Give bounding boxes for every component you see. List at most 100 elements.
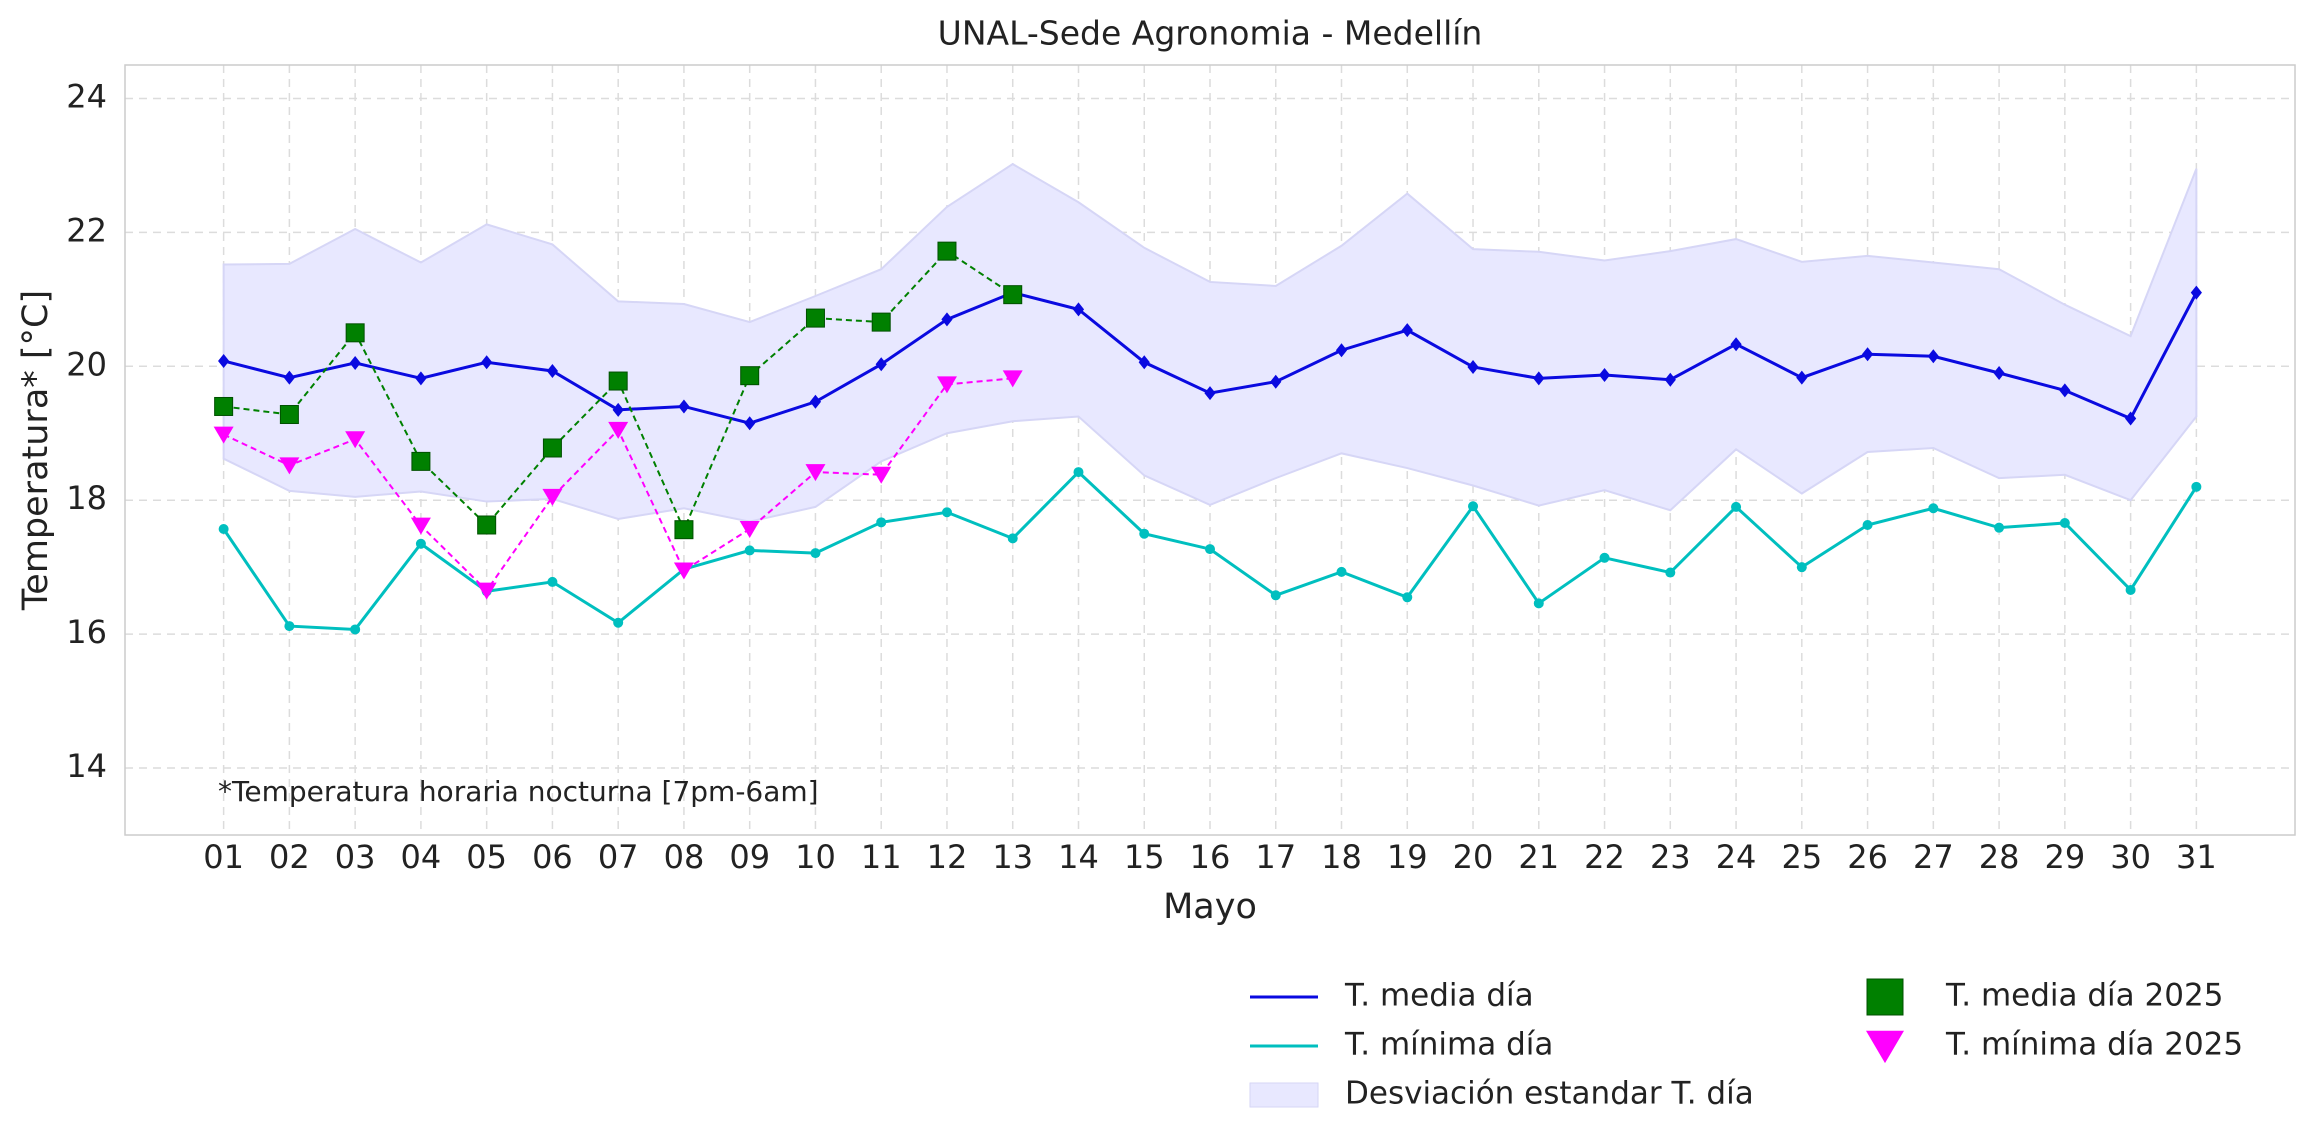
marker xyxy=(871,466,892,484)
legend-item: T. mínima día 2025 xyxy=(1866,1027,2243,1064)
y-tick-label: 20 xyxy=(66,345,107,383)
x-tick-label: 18 xyxy=(1321,838,1362,876)
marker xyxy=(1072,302,1085,317)
x-tick-label: 19 xyxy=(1387,838,1428,876)
x-tick-label: 17 xyxy=(1255,838,1296,876)
marker xyxy=(1730,337,1742,352)
legend-swatch xyxy=(1249,1082,1319,1108)
marker xyxy=(1862,519,1873,530)
x-tick-label: 28 xyxy=(1979,838,2020,876)
marker xyxy=(2059,517,2070,528)
x-tick-label: 09 xyxy=(729,838,770,876)
marker xyxy=(2125,411,2137,426)
marker xyxy=(739,521,760,539)
y-tick-label: 16 xyxy=(66,613,107,651)
marker xyxy=(1468,501,1479,512)
marker xyxy=(345,431,366,449)
marker xyxy=(1994,522,2005,533)
legend-label: T. media día 2025 xyxy=(1945,978,2223,1014)
marker xyxy=(1598,368,1611,383)
marker xyxy=(1533,371,1545,386)
marker xyxy=(875,357,887,372)
x-tick-label: 04 xyxy=(401,838,442,876)
marker xyxy=(1533,598,1544,609)
marker xyxy=(809,394,822,409)
y-tick-label: 14 xyxy=(66,747,107,785)
marker xyxy=(1665,567,1676,578)
plot-frame xyxy=(124,64,2296,836)
legend-label: T. mínima día 2025 xyxy=(1945,1027,2243,1063)
marker xyxy=(744,416,756,431)
x-tick-label: 10 xyxy=(795,838,836,876)
marker xyxy=(1138,355,1150,370)
marker xyxy=(876,517,887,528)
marker xyxy=(1861,347,1874,362)
marker xyxy=(476,582,497,600)
legend-item: T. media día xyxy=(1250,978,1534,1014)
marker xyxy=(284,621,295,632)
x-axis-label: Mayo xyxy=(1163,887,1257,927)
marker xyxy=(805,464,826,482)
x-tick-label: 25 xyxy=(1781,838,1822,876)
legend-label: T. mínima día xyxy=(1344,1027,1553,1063)
marker xyxy=(1007,533,1018,544)
marker xyxy=(1335,343,1348,358)
marker xyxy=(546,363,559,378)
marker xyxy=(1467,359,1479,374)
marker xyxy=(613,617,624,628)
x-tick-label: 14 xyxy=(1058,838,1099,876)
marker xyxy=(1796,562,1807,573)
legend-swatch xyxy=(1866,1030,1904,1064)
marker xyxy=(415,371,427,386)
marker xyxy=(1204,386,1216,401)
x-tick-label: 12 xyxy=(927,838,968,876)
marker xyxy=(1336,566,1347,577)
x-tick-label: 02 xyxy=(269,838,310,876)
marker xyxy=(477,515,497,535)
marker xyxy=(542,438,562,458)
marker xyxy=(805,308,825,328)
marker xyxy=(1928,503,1939,514)
marker xyxy=(410,517,431,535)
x-tick-label: 21 xyxy=(1518,838,1559,876)
marker xyxy=(1073,467,1084,478)
marker xyxy=(349,355,361,370)
x-tick-label: 05 xyxy=(466,838,507,876)
marker xyxy=(608,371,628,391)
chart-title: UNAL-Sede Agronomia - Medellín xyxy=(938,14,1483,53)
marker xyxy=(283,370,295,385)
marker xyxy=(1270,590,1281,601)
marker xyxy=(673,562,694,580)
legend-item: T. mínima día xyxy=(1250,1027,1553,1063)
marker xyxy=(937,241,957,261)
marker xyxy=(345,323,365,343)
x-tick-label: 03 xyxy=(335,838,376,876)
legend-item: T. media día 2025 xyxy=(1866,978,2223,1016)
legend-swatch xyxy=(1866,978,1904,1016)
marker xyxy=(213,426,234,444)
marker xyxy=(810,548,821,559)
marker xyxy=(218,524,229,535)
marker xyxy=(744,545,755,556)
marker xyxy=(1731,501,1742,512)
legend-label: Desviación estandar T. día xyxy=(1345,1076,1754,1112)
x-tick-label: 29 xyxy=(2044,838,2085,876)
marker xyxy=(279,457,300,475)
x-tick-label: 15 xyxy=(1124,838,1165,876)
marker xyxy=(678,399,690,414)
marker xyxy=(871,312,891,332)
x-tick-label: 23 xyxy=(1650,838,1691,876)
marker xyxy=(1139,528,1150,539)
legend: T. media día T. mínima día Desviación esta… xyxy=(1249,978,2243,1112)
marker xyxy=(214,396,234,416)
marker xyxy=(1599,552,1610,563)
marker xyxy=(1205,544,1215,555)
x-tick-label: 16 xyxy=(1190,838,1231,876)
marker xyxy=(608,421,629,439)
marker xyxy=(1002,370,1023,388)
marker xyxy=(481,355,493,370)
marker xyxy=(415,538,426,549)
marker xyxy=(2191,481,2202,492)
marker xyxy=(2059,383,2071,398)
